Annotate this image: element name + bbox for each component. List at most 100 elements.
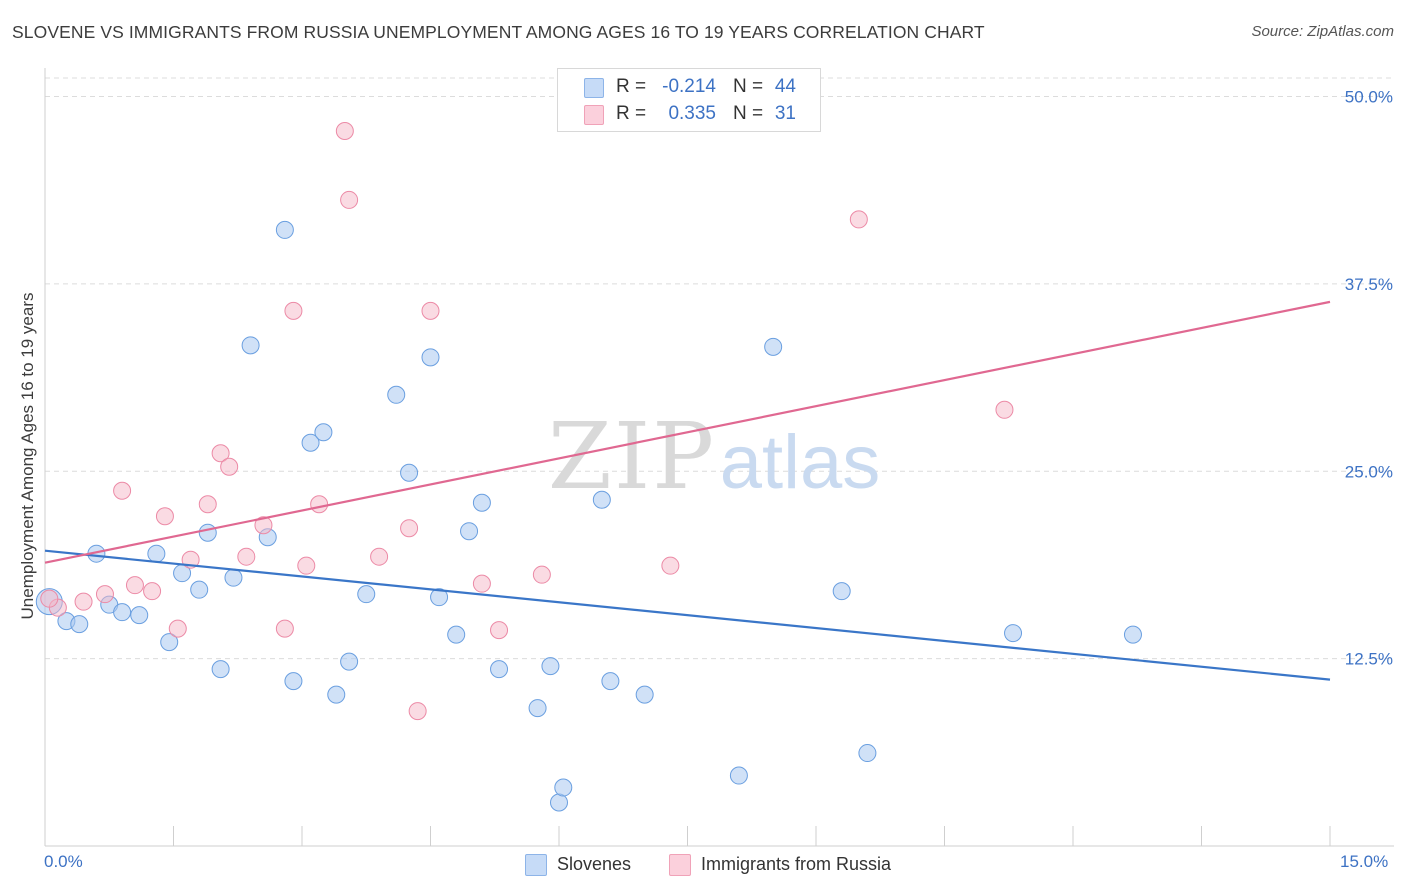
- point-immigrants: [995, 400, 1014, 419]
- point-slovenes: [275, 220, 294, 239]
- legend-swatch-pink: [669, 854, 691, 876]
- point-slovenes: [460, 522, 479, 541]
- legend-r-label: R =: [616, 103, 647, 124]
- legend-n-value: 44: [774, 76, 796, 97]
- point-slovenes: [357, 585, 376, 604]
- point-immigrants: [340, 190, 359, 209]
- point-slovenes: [387, 385, 406, 404]
- point-slovenes: [284, 672, 303, 691]
- point-slovenes: [340, 652, 359, 671]
- point-slovenes: [490, 660, 509, 679]
- point-immigrants: [155, 507, 174, 526]
- point-slovenes: [130, 606, 149, 625]
- y-tick-label: 37.5%: [1345, 275, 1393, 294]
- point-slovenes: [198, 523, 217, 542]
- point-immigrants: [490, 621, 509, 640]
- point-immigrants: [849, 210, 868, 229]
- point-slovenes: [241, 336, 260, 355]
- legend-n-value: 31: [774, 103, 796, 124]
- legend-n-label: N =: [733, 76, 764, 97]
- legend-n-label: N =: [733, 103, 764, 124]
- y-tick-label: 12.5%: [1345, 650, 1393, 669]
- y-axis-label: Unemployment Among Ages 16 to 19 years: [18, 292, 37, 620]
- point-immigrants: [400, 519, 419, 538]
- series-legend: Slovenes Immigrants from Russia: [0, 850, 1406, 880]
- point-slovenes: [729, 766, 748, 785]
- point-slovenes: [472, 493, 491, 512]
- point-slovenes: [858, 744, 877, 763]
- point-immigrants: [74, 592, 93, 611]
- point-immigrants: [198, 495, 217, 514]
- point-immigrants: [275, 619, 294, 638]
- point-slovenes: [1123, 625, 1142, 644]
- watermark: ZIP atlas: [548, 403, 880, 510]
- point-slovenes: [541, 657, 560, 676]
- axes: [44, 68, 1394, 847]
- point-slovenes: [70, 615, 89, 634]
- y-tick-label: 25.0%: [1345, 462, 1393, 481]
- legend-r-label: R =: [616, 76, 647, 97]
- point-slovenes: [1004, 624, 1023, 643]
- point-slovenes: [421, 348, 440, 367]
- legend-r-value: 0.335: [668, 103, 716, 124]
- point-slovenes: [592, 490, 611, 509]
- point-slovenes: [832, 582, 851, 601]
- point-immigrants: [297, 556, 316, 575]
- y-tick-label: 50.0%: [1345, 88, 1393, 107]
- point-slovenes: [190, 580, 209, 599]
- point-slovenes: [224, 568, 243, 587]
- point-immigrants: [472, 574, 491, 593]
- point-immigrants: [113, 481, 132, 500]
- point-immigrants: [211, 444, 230, 463]
- point-slovenes: [554, 778, 573, 797]
- point-slovenes: [635, 685, 654, 704]
- point-immigrants: [310, 495, 329, 514]
- point-immigrants: [220, 457, 239, 476]
- source-credit: Source: ZipAtlas.com: [1251, 23, 1394, 40]
- legend-label-slovenes: Slovenes: [557, 854, 632, 874]
- chart-title: SLOVENE VS IMMIGRANTS FROM RUSSIA UNEMPL…: [12, 22, 985, 42]
- point-slovenes: [160, 633, 179, 652]
- point-immigrants: [168, 619, 187, 638]
- point-immigrants: [661, 556, 680, 575]
- point-slovenes: [528, 699, 547, 718]
- point-slovenes: [400, 463, 419, 482]
- point-immigrants: [254, 516, 273, 535]
- legend-swatch-blue: [525, 854, 547, 876]
- legend-row-immigrants: R = 0.335 N = 31: [558, 101, 820, 127]
- legend-row-slovenes: R = -0.214 N = 44: [558, 74, 820, 100]
- legend-label-immigrants: Immigrants from Russia: [701, 854, 892, 874]
- x-axis-max-label: 15.0%: [1340, 852, 1389, 871]
- point-immigrants: [40, 589, 59, 608]
- point-immigrants: [237, 547, 256, 566]
- point-slovenes: [430, 588, 449, 607]
- point-slovenes: [327, 685, 346, 704]
- point-immigrants: [143, 582, 162, 601]
- point-slovenes: [447, 625, 466, 644]
- point-slovenes: [113, 603, 132, 622]
- point-slovenes: [147, 544, 166, 563]
- point-slovenes: [301, 433, 320, 452]
- legend-r-value: -0.214: [662, 76, 716, 97]
- point-immigrants: [284, 301, 303, 320]
- trend-line-slovenes: [44, 549, 1331, 681]
- point-immigrants: [335, 121, 354, 140]
- watermark-zip: ZIP: [548, 403, 716, 510]
- point-slovenes: [601, 672, 620, 691]
- x-axis-min-label: 0.0%: [44, 852, 83, 871]
- point-immigrants: [95, 585, 114, 604]
- point-immigrants: [125, 576, 144, 595]
- point-slovenes: [550, 793, 568, 812]
- legend-swatch-blue: [584, 78, 604, 98]
- point-slovenes: [211, 660, 230, 679]
- watermark-atlas: atlas: [720, 420, 881, 505]
- point-slovenes: [764, 337, 783, 356]
- point-immigrants: [421, 301, 440, 320]
- trend-line-immigrants: [44, 300, 1331, 564]
- point-immigrants: [408, 702, 427, 721]
- point-immigrants: [370, 547, 389, 566]
- trend-lines: [44, 300, 1331, 681]
- series-slovenes: [35, 220, 1142, 812]
- correlation-legend: R = -0.214 N = 44 R = 0.335 N = 31: [557, 68, 821, 132]
